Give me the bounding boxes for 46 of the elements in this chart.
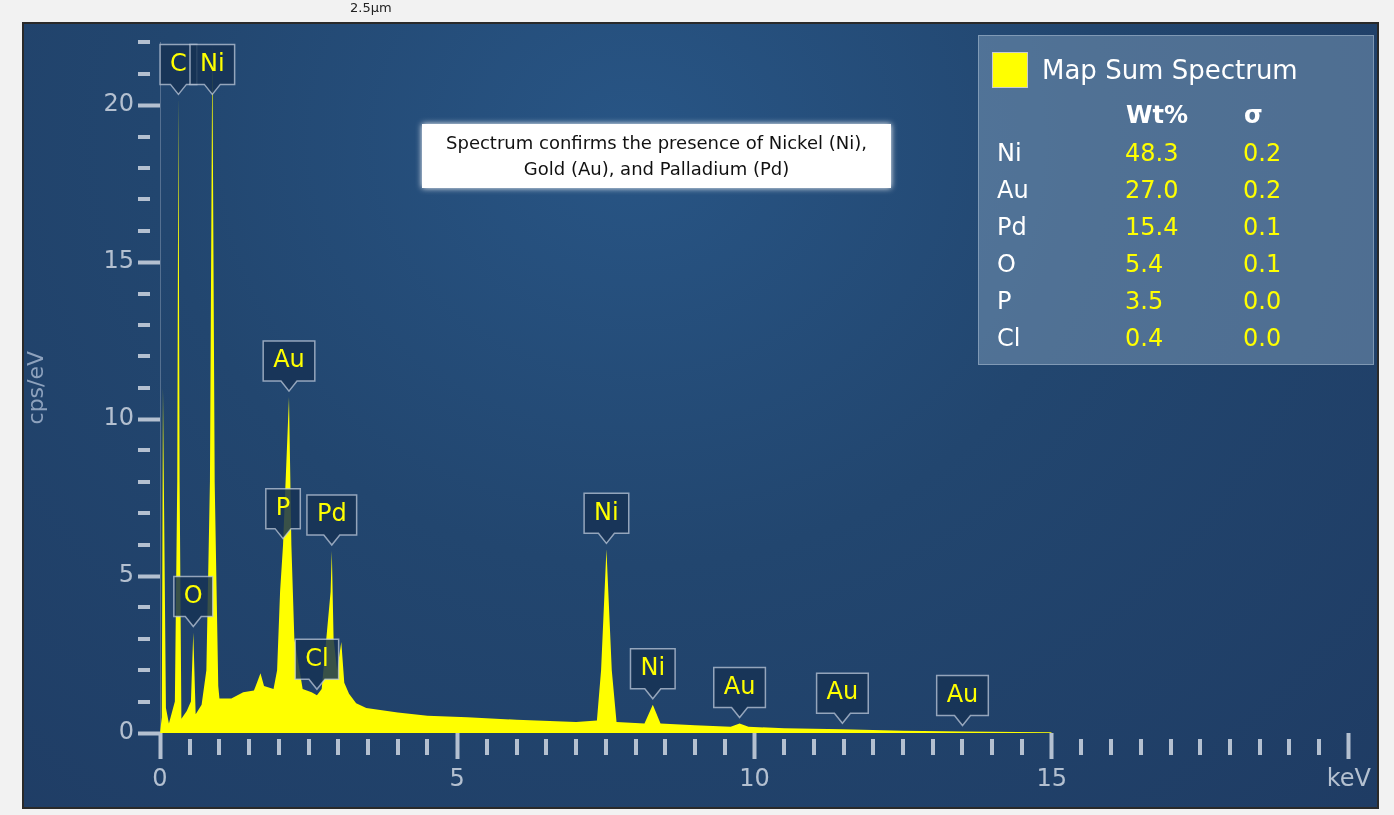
data-label: 3.5 [1125,285,1165,317]
legend-label: Map Sum Spectrum [1042,55,1298,85]
annotation: Ni [200,48,225,77]
y-tick-label: 10 [103,403,134,432]
category-label: Cl [997,322,1022,354]
y-tick-label: 20 [103,89,134,118]
data-label: 27.0 [1125,174,1180,206]
series-label: Wt% [1125,100,1189,131]
x-tick-label: 5 [449,763,465,792]
category-label: Pd [997,211,1028,243]
y-tick-label: 5 [118,560,134,589]
category-label: O [997,248,1017,280]
y-tick-label: 0 [118,717,134,746]
annotation: P [275,492,291,521]
text: 2.5µm [350,0,392,15]
data-label: 0.0 [1243,322,1283,354]
annotation: Au [946,679,979,708]
x-tick-label: keV [1326,763,1372,792]
annotation: Ni [594,497,619,526]
data-label: 0.1 [1243,248,1283,280]
category-label: Au [997,174,1030,206]
x-tick-label: 0 [152,763,168,792]
data-label: 0.4 [1125,322,1165,354]
annotation: Au [273,345,305,374]
text: σ [1243,100,1264,131]
annotation: Ni [640,652,666,681]
annotation: Au [723,671,756,700]
annotation: Cl [305,643,329,672]
y-axis-title: cps/eV [22,350,48,425]
x-tick-label: 10 [739,763,770,792]
data-label: 0.2 [1243,137,1283,169]
data-label: 0.0 [1243,285,1283,317]
x-tick-label: 15 [1036,763,1067,792]
category-label: Ni [997,137,1023,169]
annotation: Pd [316,499,347,528]
data-label: 0.2 [1243,174,1283,206]
data-label: 5.4 [1125,248,1165,280]
data-label: 15.4 [1125,211,1180,243]
annotation: Spectrum confirms the presence of Nickel (Ni), Gold (Au), and Palladium (Pd) [422,124,891,189]
annotation: C [170,48,187,77]
category-label: P [997,285,1013,317]
data-label: 48.3 [1125,137,1180,169]
data-label: 0.1 [1243,211,1283,243]
y-tick-label: 15 [103,246,134,275]
annotation: Au [826,677,859,706]
annotation: O [183,580,203,609]
